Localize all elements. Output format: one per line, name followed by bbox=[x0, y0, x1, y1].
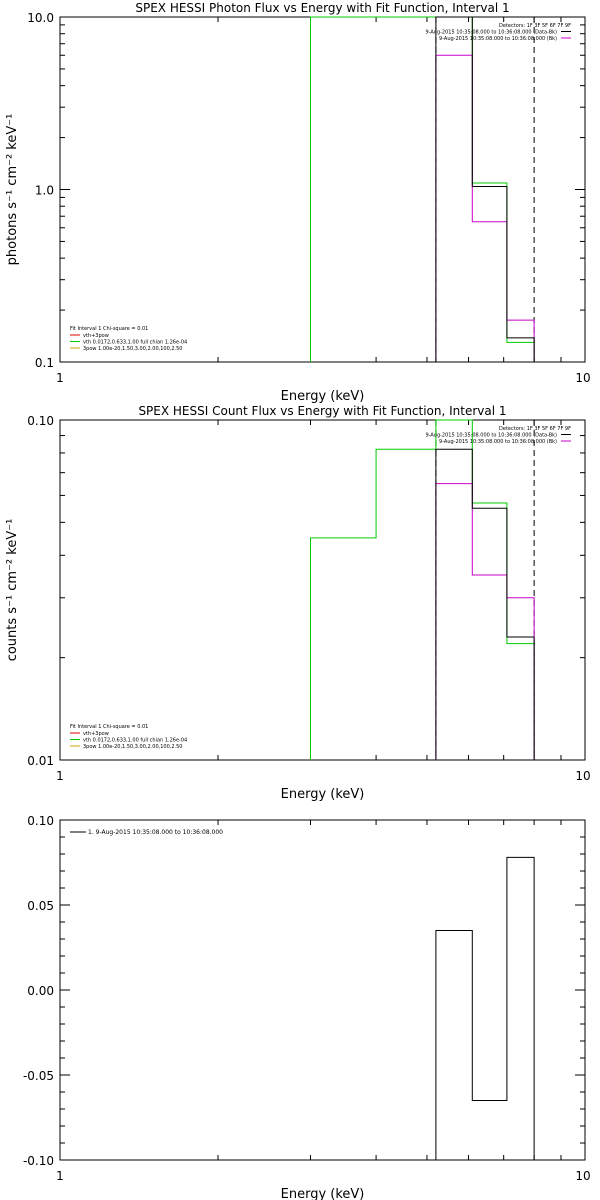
series-step-line-2 bbox=[435, 483, 535, 760]
legend-entry: 9-Aug-2015 10:35:08.000 to 10:36:08.000 … bbox=[439, 439, 557, 445]
y-tick-label: 0.05 bbox=[27, 899, 54, 913]
y-tick-label: 0.01 bbox=[27, 754, 54, 768]
legend-header: Fit Interval 1 Chi-square = 0.01 bbox=[70, 724, 148, 730]
x-tick-label: 10 bbox=[575, 1169, 590, 1183]
x-axis-label: Energy (keV) bbox=[281, 389, 365, 404]
series-step-line-3 bbox=[435, 448, 535, 760]
legend-entry: vth 0.0172,0.633,1.00 full chian 1.26e-0… bbox=[83, 340, 187, 346]
y-tick-label: 10.0 bbox=[27, 11, 54, 25]
chart-title: SPEX HESSI Photon Flux vs Energy with Fi… bbox=[135, 1, 509, 15]
series-step-line-1 bbox=[435, 856, 535, 1160]
y-tick-label: -0.05 bbox=[23, 1069, 54, 1083]
legend-entry: 9-Aug-2015 10:35:08.000 to 10:36:08.000 … bbox=[439, 36, 557, 42]
y-tick-label: 0.10 bbox=[27, 414, 54, 428]
y-axis-label: photons s⁻¹ cm⁻² keV⁻¹ bbox=[5, 114, 20, 266]
x-axis-label: Energy (keV) bbox=[281, 1187, 365, 1200]
chart-panel-2: SPEX HESSI Count Flux vs Energy with Fit… bbox=[5, 404, 591, 802]
chart-title: SPEX HESSI Count Flux vs Energy with Fit… bbox=[138, 404, 506, 418]
x-tick-label: 1 bbox=[56, 371, 64, 385]
legend-entry: 9-Aug-2015 10:35:08.000 to 10:36:08.000 … bbox=[425, 433, 557, 439]
legend-entry: vth+3pow bbox=[83, 731, 109, 737]
plot-frame bbox=[59, 16, 586, 363]
x-tick-label: 10 bbox=[575, 371, 590, 385]
legend-entry: 3pow 1.00e-20,1.50,3.00,2.00,100,2.50 bbox=[83, 744, 183, 750]
legend-entry: 1. 9-Aug-2015 10:35:08.000 to 10:36:08.0… bbox=[88, 829, 223, 836]
legend-entry: 9-Aug-2015 10:35:08.000 to 10:36:08.000 … bbox=[425, 30, 557, 36]
legend-header: Fit Interval 1 Chi-square = 0.01 bbox=[70, 326, 148, 332]
legend-entry: Detectors: 1F 3F 5F 6F 7F 9F bbox=[499, 426, 571, 432]
series-step-line-3 bbox=[435, 16, 535, 362]
y-tick-label: 1.0 bbox=[35, 184, 54, 198]
legend-entry: vth 0.0172,0.633,1.00 full chian 1.26e-0… bbox=[83, 738, 187, 744]
x-axis-label: Energy (keV) bbox=[281, 787, 365, 802]
x-tick-label: 10 bbox=[575, 769, 590, 783]
legend-entry: Detectors: 1F 3F 5F 6F 7F 9F bbox=[499, 23, 571, 29]
y-axis-label: counts s⁻¹ cm⁻² keV⁻¹ bbox=[5, 519, 20, 662]
series-step-line-2 bbox=[435, 54, 535, 362]
legend-entry: 3pow 1.00e-20,1.50,3.00,2.00,100,2.50 bbox=[83, 346, 183, 352]
x-tick-label: 1 bbox=[56, 769, 64, 783]
series-step-line-1 bbox=[309, 16, 535, 362]
chart-panel-1: SPEX HESSI Photon Flux vs Energy with Fi… bbox=[5, 1, 591, 404]
plot-frame bbox=[59, 419, 586, 761]
y-tick-label: 0.10 bbox=[27, 814, 54, 828]
y-tick-label: 0.00 bbox=[27, 984, 54, 998]
legend-entry: vth+3pow bbox=[83, 333, 109, 339]
y-tick-label: -0.10 bbox=[23, 1154, 54, 1168]
series-step-line-1 bbox=[309, 419, 535, 760]
plot-frame bbox=[59, 819, 586, 1161]
x-tick-label: 1 bbox=[56, 1169, 64, 1183]
chart-panel-3: Energy (keV) 1 10 0.10 0.05 0.00 -0.05 -0.10 1. … bbox=[23, 814, 591, 1200]
y-tick-label: 0.1 bbox=[35, 356, 54, 370]
